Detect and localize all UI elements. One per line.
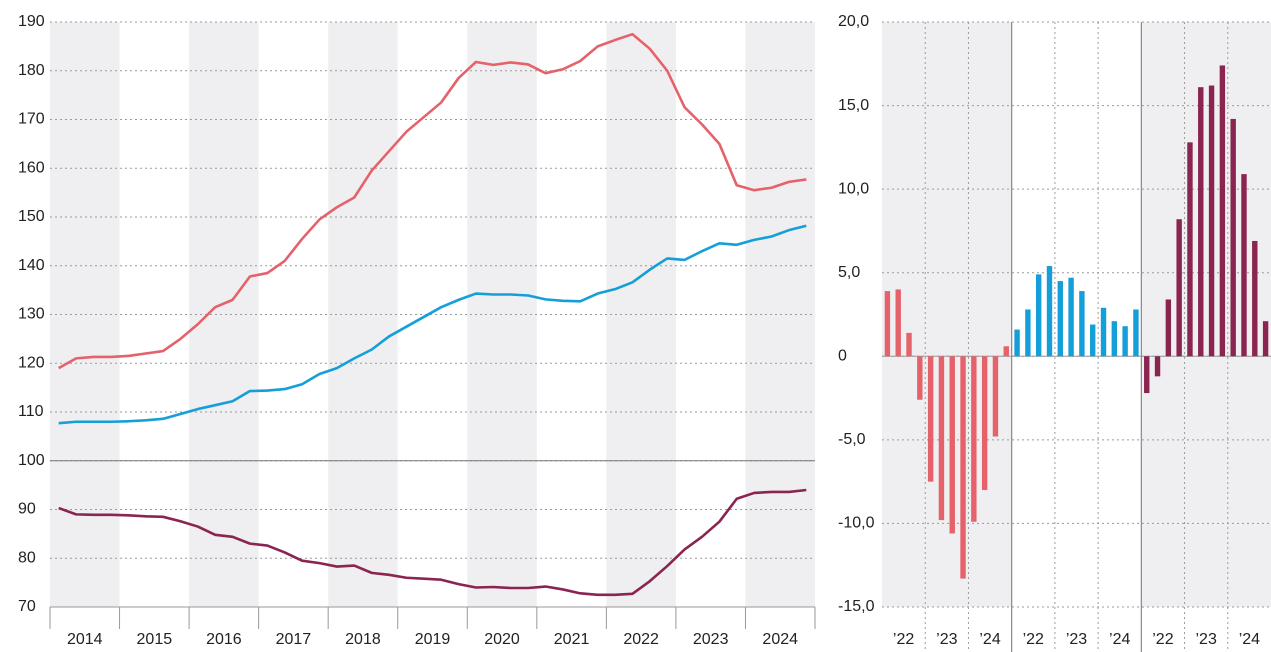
x-tick-label: ’23 (1066, 631, 1087, 648)
bar (1198, 87, 1204, 357)
x-tick-label: 2020 (484, 631, 520, 648)
y-tick-label: 120 (18, 354, 45, 371)
bar (1003, 346, 1009, 357)
line-series (58, 32, 807, 370)
bar (1208, 85, 1215, 357)
year-band (189, 22, 259, 607)
y-tick-label: 90 (18, 501, 36, 518)
bar (1230, 118, 1236, 357)
x-tick-label: 2019 (415, 631, 451, 648)
x-tick-label: ’23 (936, 631, 957, 648)
x-tick-label: 2021 (554, 631, 590, 648)
y-tick-label: 110 (18, 403, 44, 420)
x-tick-label: ’22 (1152, 631, 1173, 648)
bar (981, 356, 988, 490)
bar (884, 291, 891, 357)
x-tick-label: 2015 (137, 631, 173, 648)
y-tick-label: -10,0 (838, 515, 875, 532)
line-series (58, 224, 807, 425)
bar (1046, 266, 1053, 357)
bar (1079, 291, 1085, 357)
bar (1014, 329, 1020, 357)
y-tick-label: 190 (18, 13, 45, 30)
bar (895, 289, 901, 357)
bar (1068, 277, 1074, 357)
x-tick-label: 2017 (276, 631, 312, 648)
bar (1122, 326, 1128, 357)
bar (1241, 174, 1247, 357)
panel-band (882, 22, 1012, 607)
bar (1111, 321, 1118, 357)
y-tick-label: 15,0 (838, 97, 869, 114)
bar (917, 356, 923, 400)
bar (1262, 321, 1269, 357)
bar (949, 356, 955, 534)
x-tick-label: 2018 (345, 631, 381, 648)
bar (1252, 240, 1258, 357)
bar (1025, 309, 1031, 357)
x-tick-label: 2023 (693, 631, 729, 648)
bar (1176, 219, 1182, 357)
y-tick-label: 160 (18, 159, 45, 176)
bar (1057, 281, 1063, 357)
y-tick-label: 80 (18, 549, 36, 566)
y-tick-label: 150 (18, 208, 45, 225)
y-tick-label: 170 (18, 111, 45, 128)
bar (927, 356, 934, 482)
x-tick-label: ’22 (893, 631, 914, 648)
bar (1133, 309, 1139, 357)
x-tick-label: 2024 (762, 631, 798, 648)
bar (1165, 299, 1172, 357)
panel-band (1141, 22, 1271, 607)
bar (938, 356, 945, 521)
x-tick-label: 2014 (67, 631, 103, 648)
bar (1100, 307, 1107, 357)
bar (1035, 274, 1042, 357)
y-tick-label: -5,0 (838, 431, 866, 448)
bar (992, 356, 999, 437)
bar (1144, 356, 1150, 394)
y-tick-label: 180 (18, 62, 45, 79)
x-tick-label: 2022 (623, 631, 659, 648)
y-tick-label: 10,0 (838, 180, 869, 197)
x-tick-label: ’24 (1239, 631, 1260, 648)
bar (1090, 324, 1096, 357)
y-tick-label: 5,0 (838, 264, 860, 281)
x-tick-label: ’23 (1195, 631, 1216, 648)
bar (1219, 65, 1226, 357)
y-tick-label: 20,0 (838, 13, 869, 30)
y-tick-label: 130 (18, 306, 45, 323)
y-tick-label: -15,0 (838, 598, 875, 615)
x-tick-label: 2016 (206, 631, 242, 648)
x-tick-label: ’24 (1109, 631, 1130, 648)
year-band (328, 22, 398, 607)
bar (906, 332, 912, 357)
bar (971, 356, 977, 522)
y-tick-label: 140 (18, 257, 45, 274)
line-series (58, 488, 807, 597)
bar (1187, 142, 1193, 357)
y-tick-label: 0 (838, 348, 847, 365)
y-tick-label: 70 (18, 598, 36, 615)
x-tick-label: ’22 (1023, 631, 1044, 648)
bar (960, 356, 966, 579)
bar (1154, 356, 1161, 377)
y-tick-label: 100 (18, 452, 45, 469)
x-tick-label: ’24 (979, 631, 1000, 648)
